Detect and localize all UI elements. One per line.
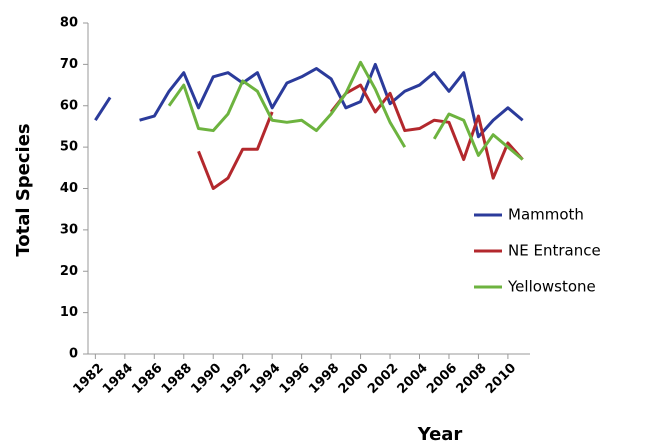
x-tick-label: 1988 [159, 361, 195, 397]
y-tick-label: 70 [60, 57, 78, 72]
x-tick-label: 2010 [483, 361, 519, 397]
y-tick-label: 40 [60, 181, 78, 196]
series-line [197, 83, 524, 190]
legend-label: NE Entrance [508, 242, 601, 260]
series-line [94, 62, 524, 139]
x-tick-label: 1984 [100, 361, 136, 397]
x-tick-label: 1992 [218, 361, 254, 397]
y-tick-label: 50 [60, 140, 78, 155]
y-tick-label: 0 [69, 347, 78, 362]
x-tick-label: 1986 [129, 361, 165, 397]
x-tick-label: 2006 [424, 361, 460, 397]
y-tick-label: 20 [60, 264, 78, 279]
y-tick-label: 10 [60, 305, 78, 320]
x-tick-label: 1982 [70, 361, 106, 397]
y-tick-label: 80 [60, 16, 78, 31]
x-tick-label: 2002 [365, 361, 401, 397]
y-tick-label: 30 [60, 222, 78, 237]
x-tick-label: 1998 [306, 361, 342, 397]
x-tick-label: 2000 [336, 361, 372, 397]
x-tick-label: 1994 [247, 361, 283, 397]
x-tick-label: 1990 [188, 361, 224, 397]
x-tick-label: 2004 [395, 361, 431, 397]
series-line [167, 60, 524, 161]
y-axis-title: Total Species [13, 123, 34, 256]
x-tick-label: 2008 [454, 361, 490, 397]
y-tick-label: 60 [60, 98, 78, 113]
x-tick-label: 1996 [277, 361, 313, 397]
legend-label: Mammoth [508, 206, 584, 224]
legend-label: Yellowstone [507, 278, 596, 296]
x-axis-title: Year [417, 424, 463, 445]
